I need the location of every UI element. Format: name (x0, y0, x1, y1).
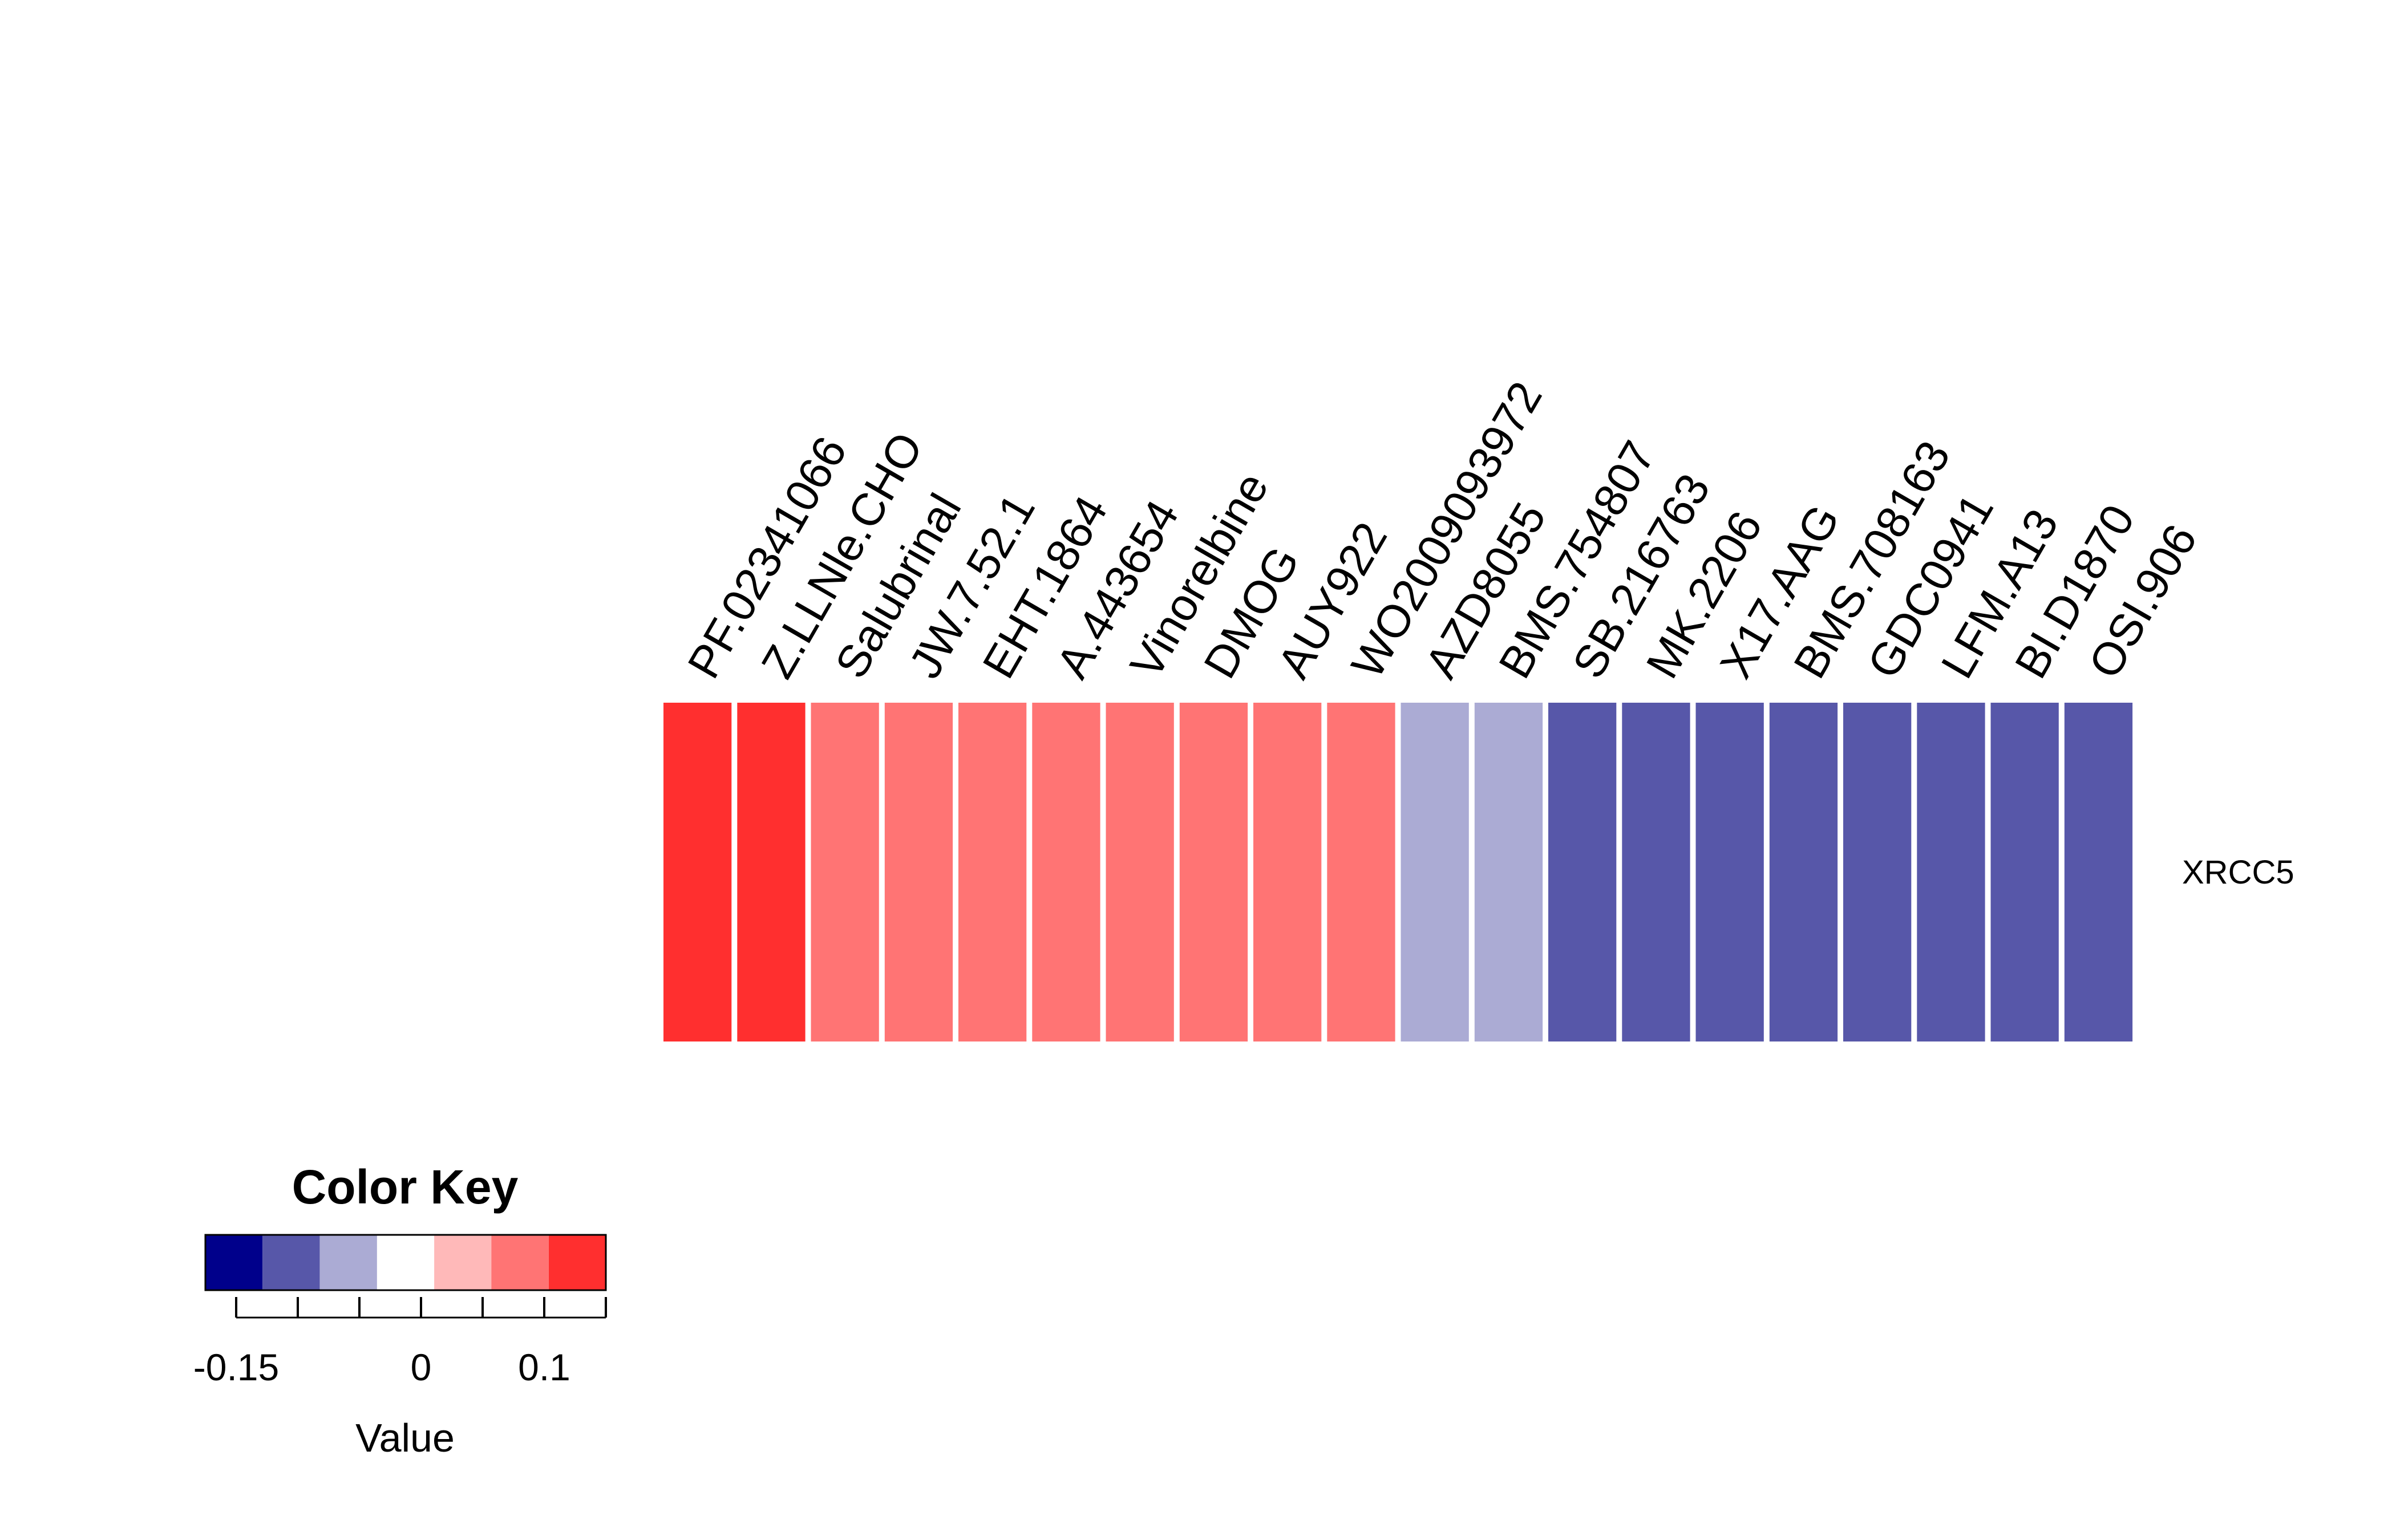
heatmap-cell (811, 703, 879, 1041)
heatmap-cell (1917, 703, 1985, 1041)
color-key-swatch (491, 1235, 549, 1290)
heatmap-cell (1622, 703, 1690, 1041)
color-key-swatches (204, 1234, 607, 1291)
heatmap-cell (1327, 703, 1395, 1041)
heatmap-cell (1769, 703, 1838, 1041)
heatmap-cell (1843, 703, 1912, 1041)
color-key-tick-label: 0 (411, 1346, 432, 1388)
row-label: XRCC5 (2182, 854, 2294, 891)
heatmap-cell (1253, 703, 1322, 1041)
heatmap-cell (1695, 703, 1764, 1041)
color-key-swatch (319, 1235, 377, 1290)
color-key-title: Color Key (292, 1160, 519, 1214)
color-key-ticks: -0.15 0 0.1 (193, 1297, 607, 1388)
heatmap-cell (1179, 703, 1248, 1041)
row-labels: XRCC5 (2182, 854, 2294, 891)
color-key-tick-label: -0.15 (193, 1346, 279, 1388)
color-key-swatch (434, 1235, 492, 1290)
color-key-border (204, 1234, 607, 1291)
heatmap-cell (1548, 703, 1617, 1041)
heatmap-cell (1401, 703, 1469, 1041)
color-key-xlabel: Value (355, 1416, 455, 1460)
heatmap-cells (663, 703, 2133, 1041)
heatmap-cell (1032, 703, 1100, 1041)
heatmap-cell (884, 703, 953, 1041)
color-key-swatch (377, 1235, 435, 1290)
column-labels: PF.02341066Z.LLNle.CHOSalubrinalJW.7.52.… (678, 373, 2207, 686)
heatmap-cell (2064, 703, 2133, 1041)
color-key-swatch (262, 1235, 320, 1290)
heatmap-cell (737, 703, 806, 1041)
color-key: Color Key -0.15 0 0.1 Value (193, 1160, 607, 1460)
heatmap-cell (1106, 703, 1174, 1041)
heatmap-cell (1990, 703, 2059, 1041)
heatmap-cell (1474, 703, 1543, 1041)
color-key-swatch (205, 1235, 263, 1290)
color-key-swatch (548, 1235, 606, 1290)
heatmap-cell (958, 703, 1027, 1041)
heatmap-cell (663, 703, 732, 1041)
color-key-tick-label: 0.1 (518, 1346, 570, 1388)
